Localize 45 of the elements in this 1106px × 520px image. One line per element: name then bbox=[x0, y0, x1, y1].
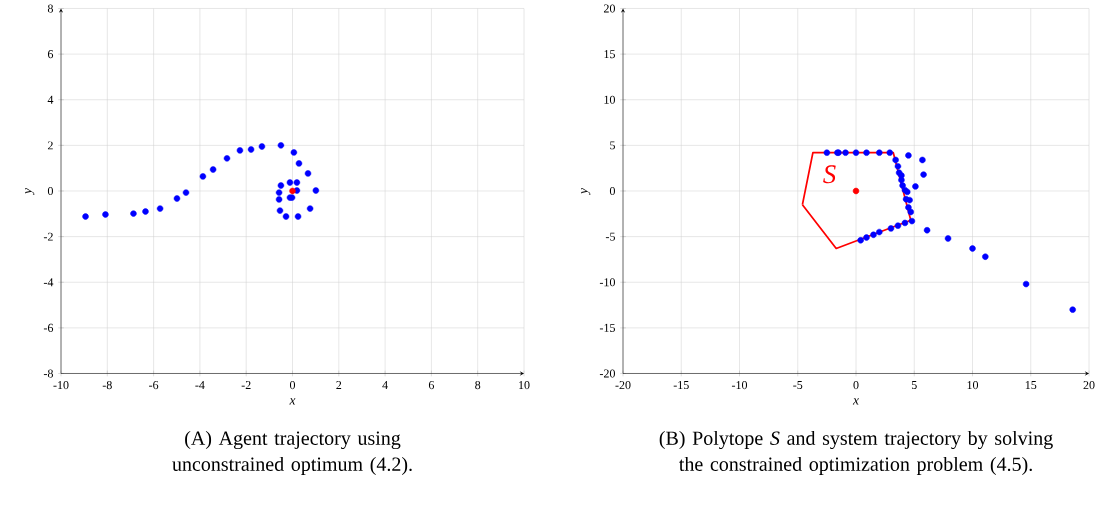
y-tick-label: 4 bbox=[47, 96, 54, 104]
x-tick-label: 20 bbox=[1083, 381, 1095, 390]
y-tick-label: 20 bbox=[603, 4, 615, 13]
x-tick-label: 6 bbox=[428, 381, 435, 390]
y-tick-label: 6 bbox=[47, 50, 54, 59]
x-tick-label: -10 bbox=[53, 381, 69, 390]
y-axis-title: y bbox=[25, 188, 35, 196]
y-tick-label: -5 bbox=[605, 232, 615, 241]
x-tick-label: 10 bbox=[967, 381, 979, 390]
x-tick-label: 0 bbox=[289, 381, 296, 390]
y-tick-label: -2 bbox=[43, 232, 53, 241]
y-tick-label: -6 bbox=[43, 324, 54, 333]
y-tick-label: -20 bbox=[599, 369, 615, 378]
x-tick-label: -15 bbox=[673, 381, 689, 390]
y-tick-label: -10 bbox=[599, 278, 615, 287]
x-tick-label: 10 bbox=[519, 381, 530, 390]
y-tick-label: 2 bbox=[47, 141, 53, 150]
x-tick-label: -5 bbox=[793, 381, 803, 390]
y-tick-label: 0 bbox=[47, 187, 53, 196]
x-tick-label: -20 bbox=[615, 381, 631, 390]
x-tick-label: -2 bbox=[241, 381, 251, 390]
x-tick-label: -4 bbox=[195, 381, 205, 390]
y-tick-label: -8 bbox=[43, 369, 53, 378]
y-tick-label: 8 bbox=[47, 4, 53, 13]
y-tick-label: 15 bbox=[604, 50, 615, 59]
x-tick-label: 15 bbox=[1025, 381, 1037, 390]
x-tick-label: 8 bbox=[475, 381, 481, 390]
x-tick-label: -6 bbox=[149, 381, 159, 390]
y-tick-label: -4 bbox=[43, 278, 54, 287]
text: (B) Polytope S and system trajectory by solving the constrained optimization problem (4.5). bbox=[659, 431, 1053, 476]
x-tick-label: 5 bbox=[911, 381, 917, 390]
text: (A) Agent trajectory using unconstrained optimum (4.2). bbox=[172, 431, 412, 476]
y-tick-label: -15 bbox=[599, 324, 615, 333]
series-label: S bbox=[823, 165, 836, 184]
x-tick-label: 2 bbox=[336, 381, 342, 390]
y-tick-label: 10 bbox=[604, 95, 615, 105]
x-tick-label: -8 bbox=[102, 381, 112, 390]
y-tick-label: 0 bbox=[609, 187, 615, 196]
y-tick-label: 5 bbox=[610, 141, 615, 150]
x-tick-label: 4 bbox=[382, 381, 388, 390]
x-tick-label: 0 bbox=[853, 381, 859, 390]
x-axis-title: x bbox=[852, 398, 859, 405]
x-axis-title: x bbox=[289, 398, 296, 405]
x-tick-label: -10 bbox=[731, 381, 748, 390]
y-axis-title: y bbox=[581, 188, 591, 196]
